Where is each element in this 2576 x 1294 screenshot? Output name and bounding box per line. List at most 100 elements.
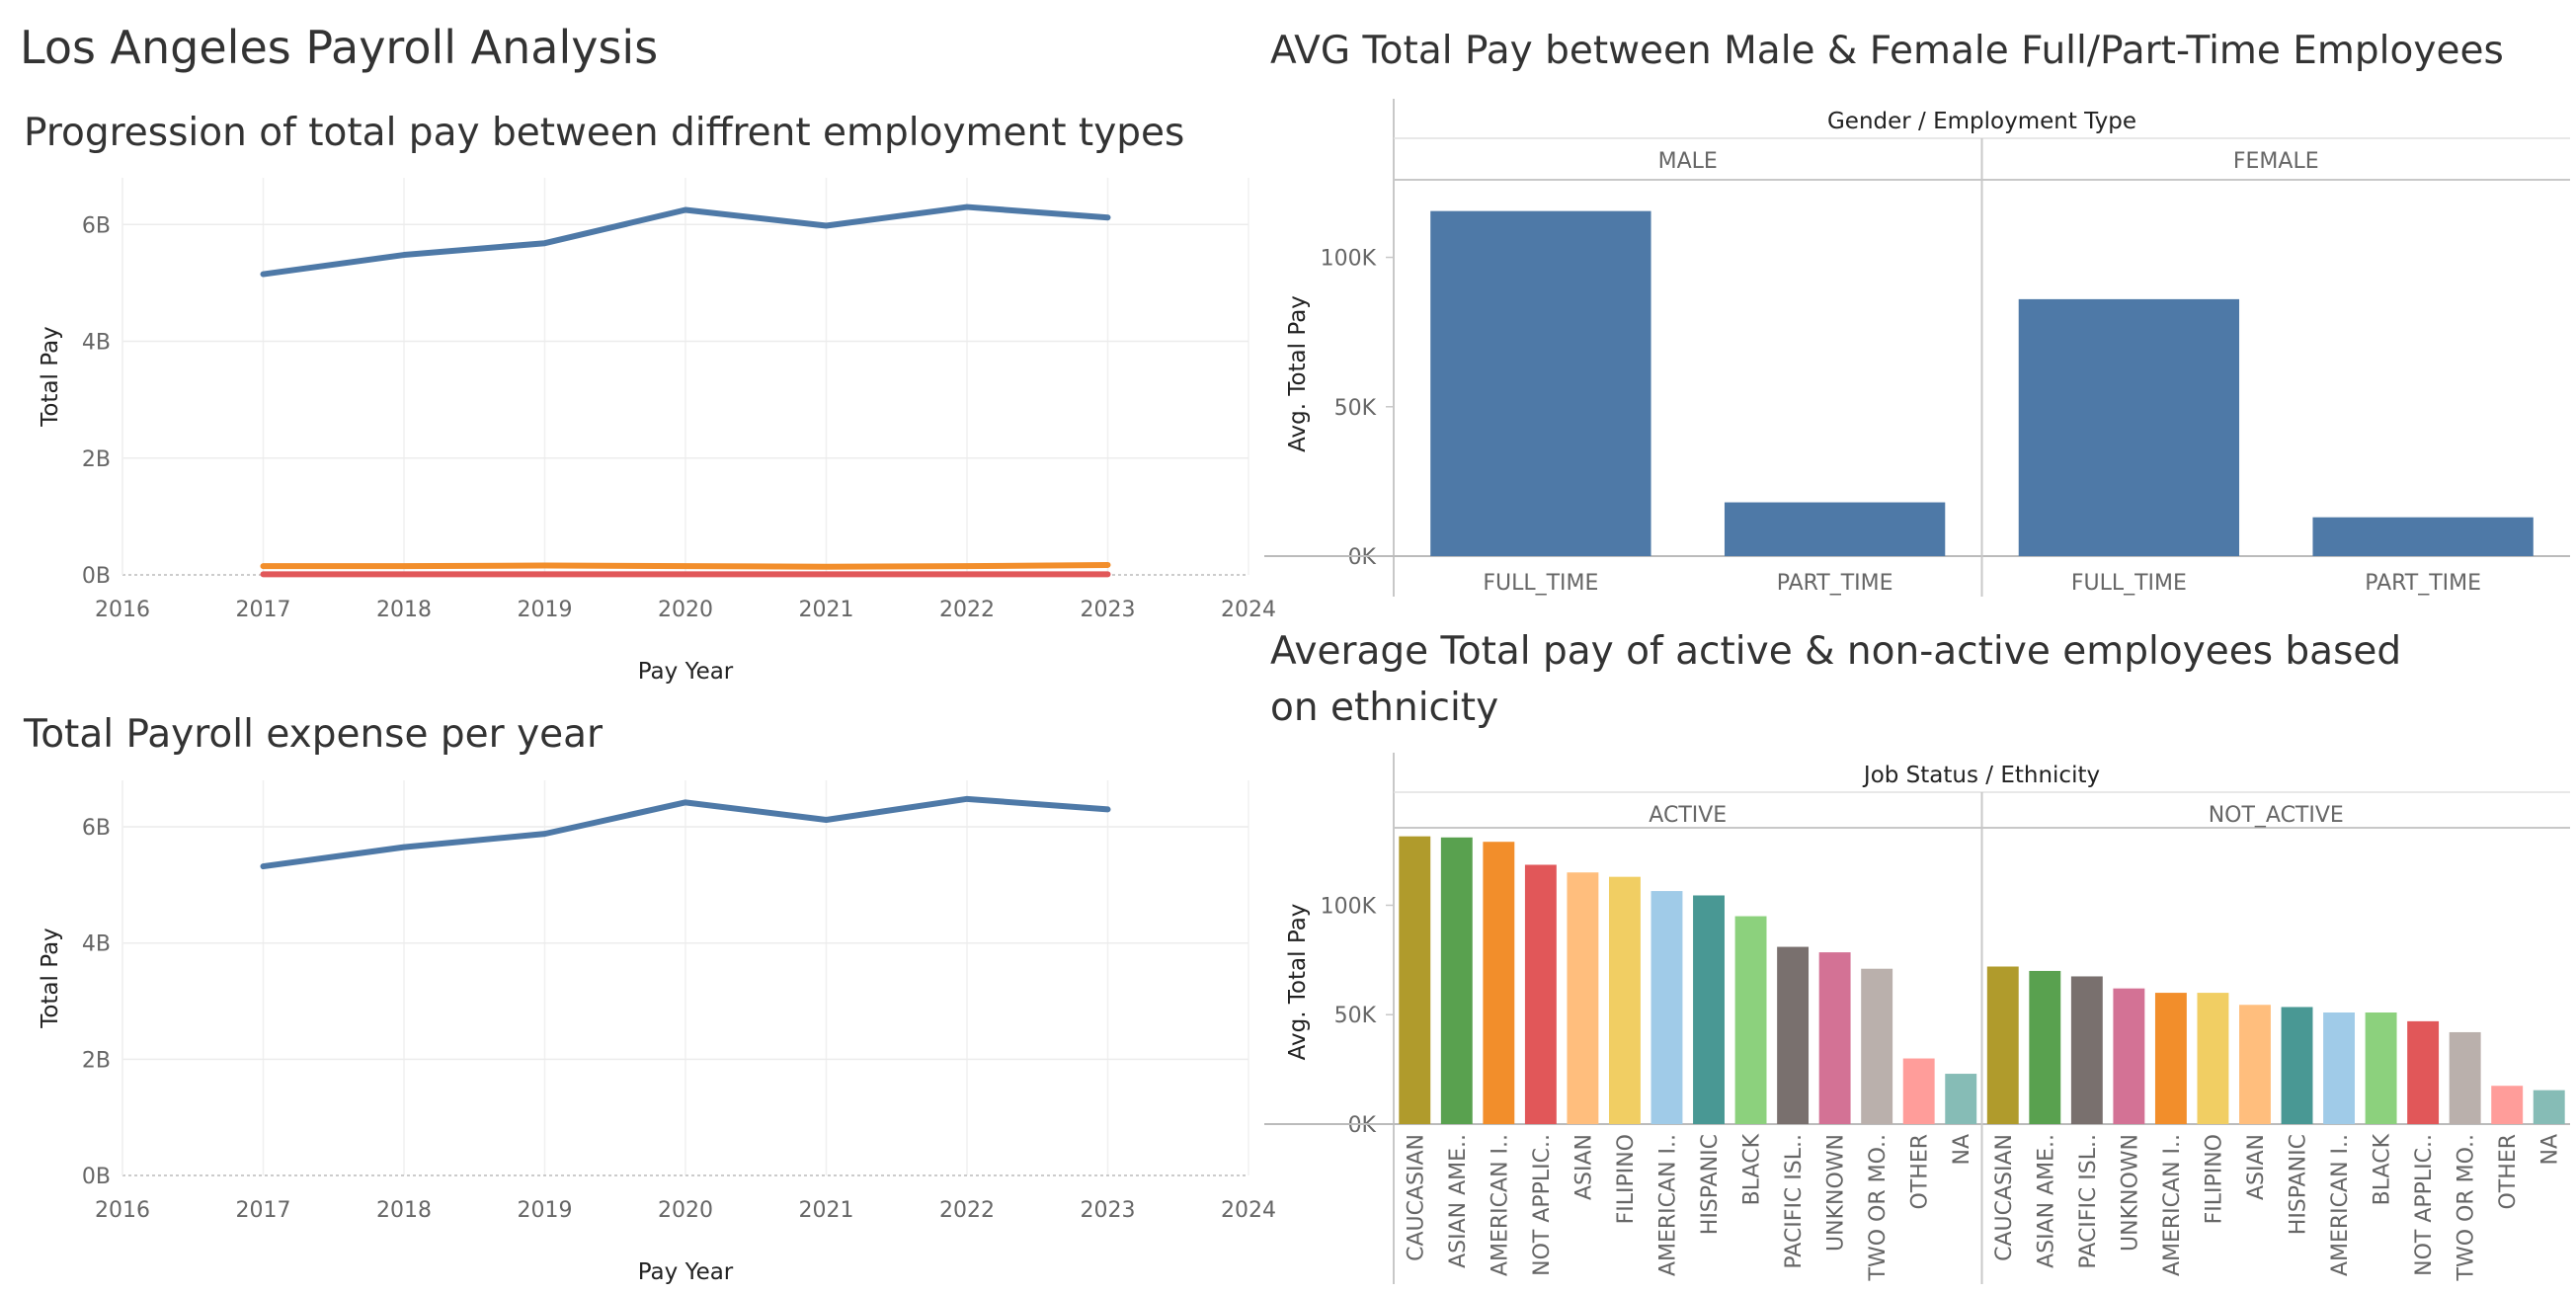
x-tick-label: 2022 <box>939 1198 995 1223</box>
x-tick-label: 2016 <box>95 598 150 622</box>
x-category-label: UNKNOWN <box>2118 1134 2142 1252</box>
x-category-label: HISPANIC <box>2287 1134 2311 1235</box>
x-category-label: UNKNOWN <box>1824 1134 1849 1252</box>
bar <box>1524 864 1557 1124</box>
x-category-label: TWO OR MO.. <box>2455 1134 2479 1282</box>
bar <box>1777 946 1810 1124</box>
dashboard-title: Los Angeles Payroll Analysis <box>20 21 658 74</box>
x-tick-label: 2020 <box>658 1198 713 1223</box>
bar <box>1399 836 1431 1124</box>
x-tick-label: 2019 <box>518 598 573 622</box>
x-category-label: AMERICAN I.. <box>2160 1134 2185 1276</box>
bar <box>1693 895 1725 1124</box>
x-tick-label: 2020 <box>658 598 713 622</box>
bar <box>2029 970 2061 1124</box>
x-category-label: NOT APPLIC.. <box>2412 1134 2437 1276</box>
y-tick-label: 6B <box>82 816 111 841</box>
status-ethnicity-bar-chart: Job Status / Ethnicity 0K 50K 100K Avg. Tota… <box>1264 753 2570 1284</box>
bar <box>2281 1007 2313 1124</box>
bar <box>2365 1012 2397 1124</box>
bar <box>1650 891 1683 1124</box>
x-tick-label: 2018 <box>376 1198 432 1223</box>
ethnicity-chart-title-line-1: Average Total pay of active & non-active… <box>1270 629 2401 674</box>
x-category-label: NA <box>2538 1134 2563 1166</box>
bar <box>1724 502 1946 556</box>
x-category-label: NOT APPLIC.. <box>1530 1134 1555 1276</box>
bar <box>2070 976 2103 1124</box>
y-tick-label: 2B <box>82 1048 111 1073</box>
x-category-label: FILIPINO <box>2202 1134 2226 1224</box>
y-tick-label: 4B <box>82 331 111 356</box>
bar <box>2154 993 2187 1124</box>
x-tick-label: 2019 <box>518 1198 573 1223</box>
progression-line-chart: 2016 2017 2018 2019 2020 2021 2022 2023 2024 0B 2B… <box>38 178 1276 685</box>
x-category-label: HISPANIC <box>1698 1134 1723 1235</box>
bar <box>1567 872 1599 1124</box>
x-tick-label: 2023 <box>1081 1198 1136 1223</box>
y-axis-title: Avg. Total Pay <box>1285 904 1311 1061</box>
x-category-label: BLACK <box>2371 1133 2395 1205</box>
bar <box>2491 1086 2524 1124</box>
y-tick-label: 100K <box>1321 247 1377 272</box>
y-axis-title: Avg. Total Pay <box>1285 295 1311 452</box>
y-tick-label: 100K <box>1321 894 1377 919</box>
x-category-label: NA <box>1950 1134 1974 1166</box>
pane-label: FEMALE <box>2233 149 2319 174</box>
bar <box>2018 298 2240 556</box>
x-tick-label: 2018 <box>376 598 432 622</box>
x-tick-label: 2024 <box>1221 598 1276 622</box>
y-tick-label: 0B <box>82 1165 111 1189</box>
x-tick-label: 2021 <box>799 598 854 622</box>
x-category-label: ASIAN AME.. <box>2034 1134 2058 1268</box>
x-tick-label: 2017 <box>236 598 291 622</box>
x-tick-label: 2024 <box>1221 1198 1276 1223</box>
x-category-label: CAUCASIAN <box>1404 1134 1428 1261</box>
y-tick-label: 0K <box>1348 545 1377 570</box>
bar <box>2113 988 2145 1124</box>
x-tick-label: 2016 <box>95 1198 150 1223</box>
x-category-label: PART_TIME <box>1777 571 1893 596</box>
bar <box>2197 993 2229 1124</box>
x-category-label: PART_TIME <box>2365 571 2481 596</box>
progression-chart-title: Progression of total pay between diffren… <box>24 111 1184 155</box>
pane-label: MALE <box>1658 149 1718 174</box>
x-tick-label: 2022 <box>939 598 995 622</box>
bar <box>2533 1090 2565 1124</box>
bar <box>2449 1031 2481 1124</box>
y-tick-label: 4B <box>82 932 111 957</box>
y-axis-title: Total Pay <box>38 326 63 428</box>
x-axis-title: Pay Year <box>638 1259 734 1285</box>
x-tick-label: 2021 <box>799 1198 854 1223</box>
x-category-label: FILIPINO <box>1614 1134 1639 1224</box>
gender-employment-bar-chart: Gender / Employment Type 0K 50K 100K Avg. To… <box>1264 99 2570 597</box>
y-tick-label: 50K <box>1334 396 1377 421</box>
x-category-label: OTHER <box>2496 1134 2521 1209</box>
x-category-label: PACIFIC ISL.. <box>2076 1134 2101 1269</box>
ethnicity-chart-title-line-2: on ethnicity <box>1270 686 1498 730</box>
x-category-label: FULL_TIME <box>1483 571 1598 596</box>
gender-chart-title: AVG Total Pay between Male & Female Full… <box>1270 29 2504 73</box>
x-category-label: ASIAN <box>1571 1134 1596 1200</box>
x-category-label: TWO OR MO.. <box>1866 1134 1891 1282</box>
x-category-label: AMERICAN I.. <box>1488 1134 1512 1276</box>
x-category-label: ASIAN <box>2244 1134 2269 1200</box>
x-category-label: BLACK <box>1740 1133 1765 1205</box>
bar <box>1986 966 2019 1124</box>
bar <box>1608 876 1641 1124</box>
bar <box>2312 517 2534 556</box>
x-category-label: FULL_TIME <box>2071 571 2187 596</box>
column-header-title: Gender / Employment Type <box>1827 109 2136 134</box>
total-payroll-line-chart: 2016 2017 2018 2019 2020 2021 2022 2023 2024 0B 2B… <box>38 780 1276 1285</box>
bar <box>1861 968 1893 1124</box>
series-line <box>260 561 1111 570</box>
bar <box>1902 1058 1935 1124</box>
x-category-label: OTHER <box>1908 1134 1933 1209</box>
x-category-label: PACIFIC ISL.. <box>1782 1134 1807 1269</box>
y-tick-label: 50K <box>1334 1004 1377 1028</box>
bar <box>1818 952 1851 1124</box>
bar <box>1734 916 1767 1124</box>
series-line <box>260 203 1111 278</box>
x-axis-title: Pay Year <box>638 659 734 685</box>
y-tick-label: 6B <box>82 213 111 238</box>
